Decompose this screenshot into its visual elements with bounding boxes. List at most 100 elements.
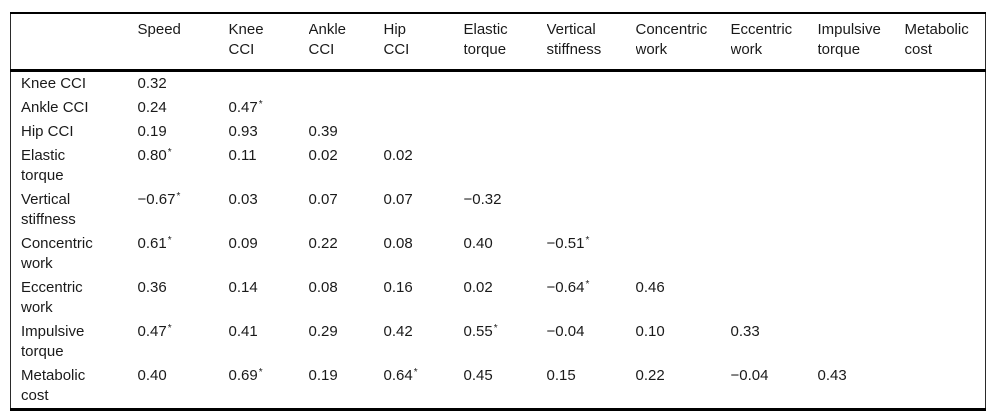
- cell-empty: [905, 232, 986, 276]
- cell-empty: [547, 144, 636, 188]
- cell-empty: [905, 364, 986, 410]
- correlation-value: 0.02: [308, 147, 338, 164]
- significance-asterisk: *: [167, 323, 172, 334]
- cell-value: 0.33: [731, 320, 818, 364]
- column-header: Eccentric work: [730, 21, 793, 58]
- cell-empty: [547, 120, 636, 144]
- cell-value: −0.51*: [547, 232, 636, 276]
- significance-asterisk: *: [585, 235, 590, 246]
- correlation-value: 0.22: [308, 235, 338, 252]
- cell-value: −0.67*: [138, 188, 229, 232]
- correlation-value: 0.07: [383, 191, 413, 208]
- cell-empty: [731, 232, 818, 276]
- column-header: Ankle CCI: [308, 21, 347, 58]
- row-label: Impulsive torque: [21, 323, 85, 360]
- significance-asterisk: *: [413, 367, 418, 378]
- cell-empty: [309, 71, 384, 97]
- column-header: Metabolic cost: [904, 21, 969, 58]
- cell-value: 0.43: [818, 364, 905, 410]
- correlation-value: 0.14: [228, 279, 258, 296]
- cell-value: 0.14: [229, 276, 309, 320]
- correlation-value: 0.07: [308, 191, 338, 208]
- correlation-value: 0.46: [635, 279, 665, 296]
- cell-value: 0.69*: [229, 364, 309, 410]
- cell-value: 0.03: [229, 188, 309, 232]
- table-row: Concentric work 0.61* 0.09 0.22 0.08 0.40 −0.5…: [11, 232, 986, 276]
- correlation-value: 0.55: [463, 323, 493, 340]
- significance-asterisk: *: [167, 235, 172, 246]
- cell-value: 0.09: [229, 232, 309, 276]
- cell-value: 0.11: [229, 144, 309, 188]
- cell-value: 0.02: [384, 144, 464, 188]
- cell-empty: [818, 232, 905, 276]
- cell-value: −0.64*: [547, 276, 636, 320]
- correlation-value: 0.16: [383, 279, 413, 296]
- significance-asterisk: *: [258, 367, 263, 378]
- cell-value: 0.22: [309, 232, 384, 276]
- cell-empty: [384, 120, 464, 144]
- cell-empty: [731, 188, 818, 232]
- correlation-value: 0.33: [730, 323, 760, 340]
- column-header: Impulsive torque: [817, 21, 881, 58]
- cell-value: 0.22: [636, 364, 731, 410]
- correlation-value: 0.24: [137, 99, 167, 116]
- column-header: Vertical stiffness: [546, 21, 602, 58]
- cell-value: 0.08: [309, 276, 384, 320]
- cell-empty: [384, 96, 464, 120]
- cell-value: 0.93: [229, 120, 309, 144]
- significance-asterisk: *: [493, 323, 498, 334]
- cell-value: 0.42: [384, 320, 464, 364]
- cell-value: −0.32: [464, 188, 547, 232]
- correlation-value: 0.39: [308, 123, 338, 140]
- cell-value: 0.45: [464, 364, 547, 410]
- cell-value: 0.07: [384, 188, 464, 232]
- cell-empty: [818, 144, 905, 188]
- column-header: Knee CCI: [228, 21, 264, 58]
- correlation-value: 0.47: [137, 323, 167, 340]
- cell-empty: [905, 320, 986, 364]
- table-wrapper: Speed Knee CCI Ankle CCI Hip CCI Elastic tor…: [10, 12, 986, 411]
- cell-empty: [636, 96, 731, 120]
- cell-empty: [818, 320, 905, 364]
- cell-value: 0.24: [138, 96, 229, 120]
- cell-empty: [309, 96, 384, 120]
- cell-empty: [818, 71, 905, 97]
- table-row: Ankle CCI 0.24 0.47*: [11, 96, 986, 120]
- table-row: Vertical stiffness −0.67* 0.03 0.07 0.07 −0.3…: [11, 188, 986, 232]
- cell-value: −0.04: [547, 320, 636, 364]
- cell-empty: [905, 71, 986, 97]
- table-head: Speed Knee CCI Ankle CCI Hip CCI Elastic tor…: [10, 13, 986, 71]
- correlation-value: 0.32: [137, 75, 167, 92]
- cell-value: 0.41: [229, 320, 309, 364]
- correlation-value: 0.02: [463, 279, 493, 296]
- cell-empty: [464, 96, 547, 120]
- correlation-value: 0.19: [308, 367, 338, 384]
- cell-empty: [229, 71, 309, 97]
- correlation-value: 0.09: [228, 235, 258, 252]
- cell-empty: [905, 188, 986, 232]
- cell-value: 0.10: [636, 320, 731, 364]
- table-row: Elastic torque 0.80* 0.11 0.02 0.02: [11, 144, 986, 188]
- cell-empty: [547, 71, 636, 97]
- correlation-value: −0.04: [546, 323, 585, 340]
- cell-empty: [464, 144, 547, 188]
- significance-asterisk: *: [176, 191, 181, 202]
- correlation-value: 0.43: [817, 367, 847, 384]
- cell-empty: [818, 188, 905, 232]
- table-row: Eccentric work 0.36 0.14 0.08 0.16 0.02 −0.64*…: [11, 276, 986, 320]
- cell-value: 0.61*: [138, 232, 229, 276]
- cell-empty: [905, 120, 986, 144]
- cell-value: 0.47*: [138, 320, 229, 364]
- significance-asterisk: *: [258, 99, 263, 110]
- column-header: Elastic torque: [463, 21, 508, 58]
- row-label: Ankle CCI: [21, 99, 89, 116]
- cell-value: 0.16: [384, 276, 464, 320]
- correlation-value: 0.08: [383, 235, 413, 252]
- cell-value: 0.29: [309, 320, 384, 364]
- cell-empty: [905, 276, 986, 320]
- cell-empty: [636, 144, 731, 188]
- correlation-value: 0.40: [463, 235, 493, 252]
- correlation-value: 0.03: [228, 191, 258, 208]
- cell-empty: [636, 188, 731, 232]
- cell-value: 0.40: [464, 232, 547, 276]
